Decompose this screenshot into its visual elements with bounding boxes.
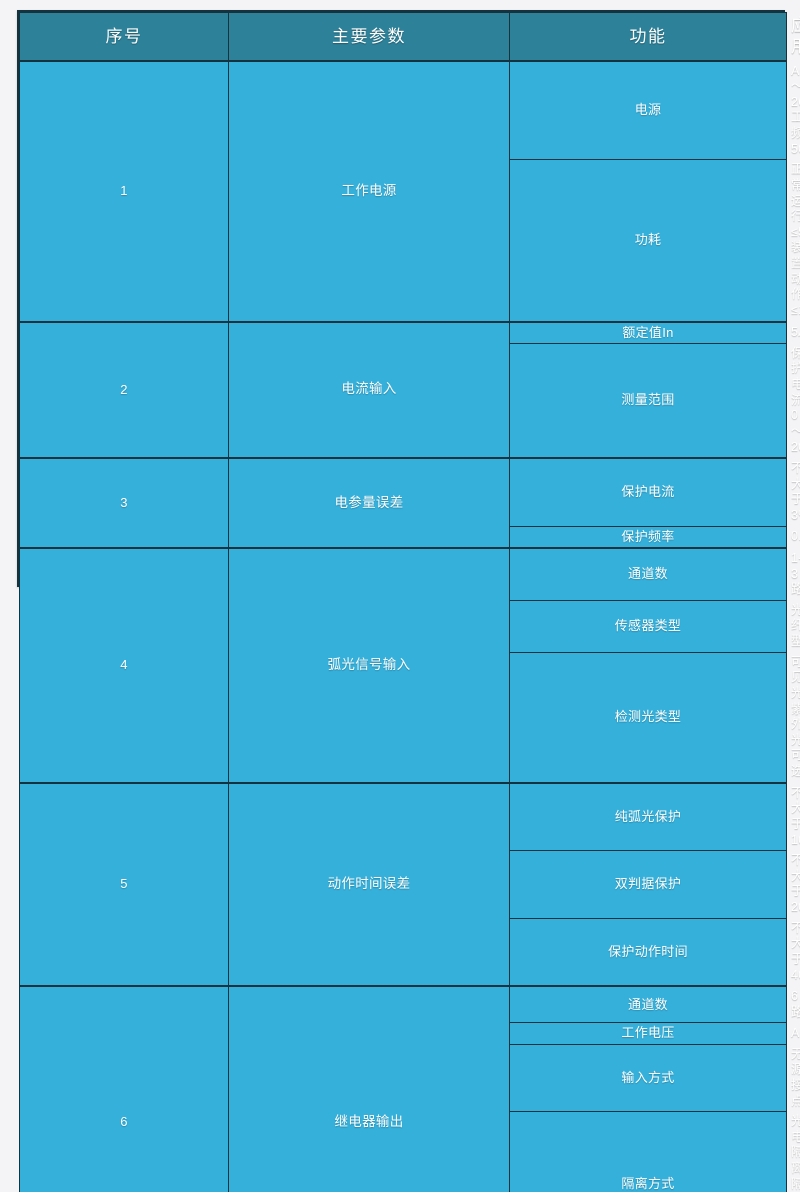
cell-sequence: 2 [20,322,229,459]
table-row: 2电流输入额定值In5A/1A [20,322,787,344]
cell-function: 检测光类型 [510,652,787,783]
column-header-parameter: 主要参数 [229,13,510,61]
cell-function: 工作电压 [510,1023,787,1044]
cell-function: 保护频率 [510,526,787,548]
device-specification-table: 序号 主要参数 功能 应用 1工作电源电源AC/DC85～265V(AC工频：5… [19,12,787,1192]
cell-parameter: 弧光信号输入 [229,548,510,783]
cell-sequence: 1 [20,61,229,322]
column-header-sequence: 序号 [20,13,229,61]
table-body: 1工作电源电源AC/DC85～265V(AC工频：50Hz)功耗正常运行≤5W；… [20,61,787,1192]
cell-function: 隔离方式 [510,1112,787,1192]
cell-function: 额定值In [510,322,787,344]
cell-sequence: 3 [20,458,229,548]
cell-function: 测量范围 [510,343,787,458]
cell-function: 通道数 [510,986,787,1023]
cell-parameter: 动作时间误差 [229,783,510,987]
table-header: 序号 主要参数 功能 应用 [20,13,787,61]
cell-function: 传感器类型 [510,600,787,652]
cell-sequence: 5 [20,783,229,987]
cell-parameter: 工作电源 [229,61,510,322]
cell-sequence: 4 [20,548,229,783]
cell-function: 保护电流 [510,458,787,526]
table-row: 1工作电源电源AC/DC85～265V(AC工频：50Hz) [20,61,787,160]
cell-function: 输入方式 [510,1044,787,1112]
cell-sequence: 6 [20,986,229,1192]
table-row: 5动作时间误差纯弧光保护不大于10ms [20,783,787,851]
column-header-function: 功能 [510,13,787,61]
cell-parameter: 继电器输出 [229,986,510,1192]
cell-function: 功耗 [510,160,787,322]
cell-parameter: 电流输入 [229,322,510,459]
cell-parameter: 电参量误差 [229,458,510,548]
cell-function: 保护动作时间 [510,918,787,986]
table-header-row: 序号 主要参数 功能 应用 [20,13,787,61]
spec-table-container: 序号 主要参数 功能 应用 1工作电源电源AC/DC85～265V(AC工频：5… [17,10,785,587]
cell-function: 纯弧光保护 [510,783,787,851]
cell-function: 电源 [510,61,787,160]
cell-function: 双判据保护 [510,851,787,919]
cell-function: 通道数 [510,548,787,600]
